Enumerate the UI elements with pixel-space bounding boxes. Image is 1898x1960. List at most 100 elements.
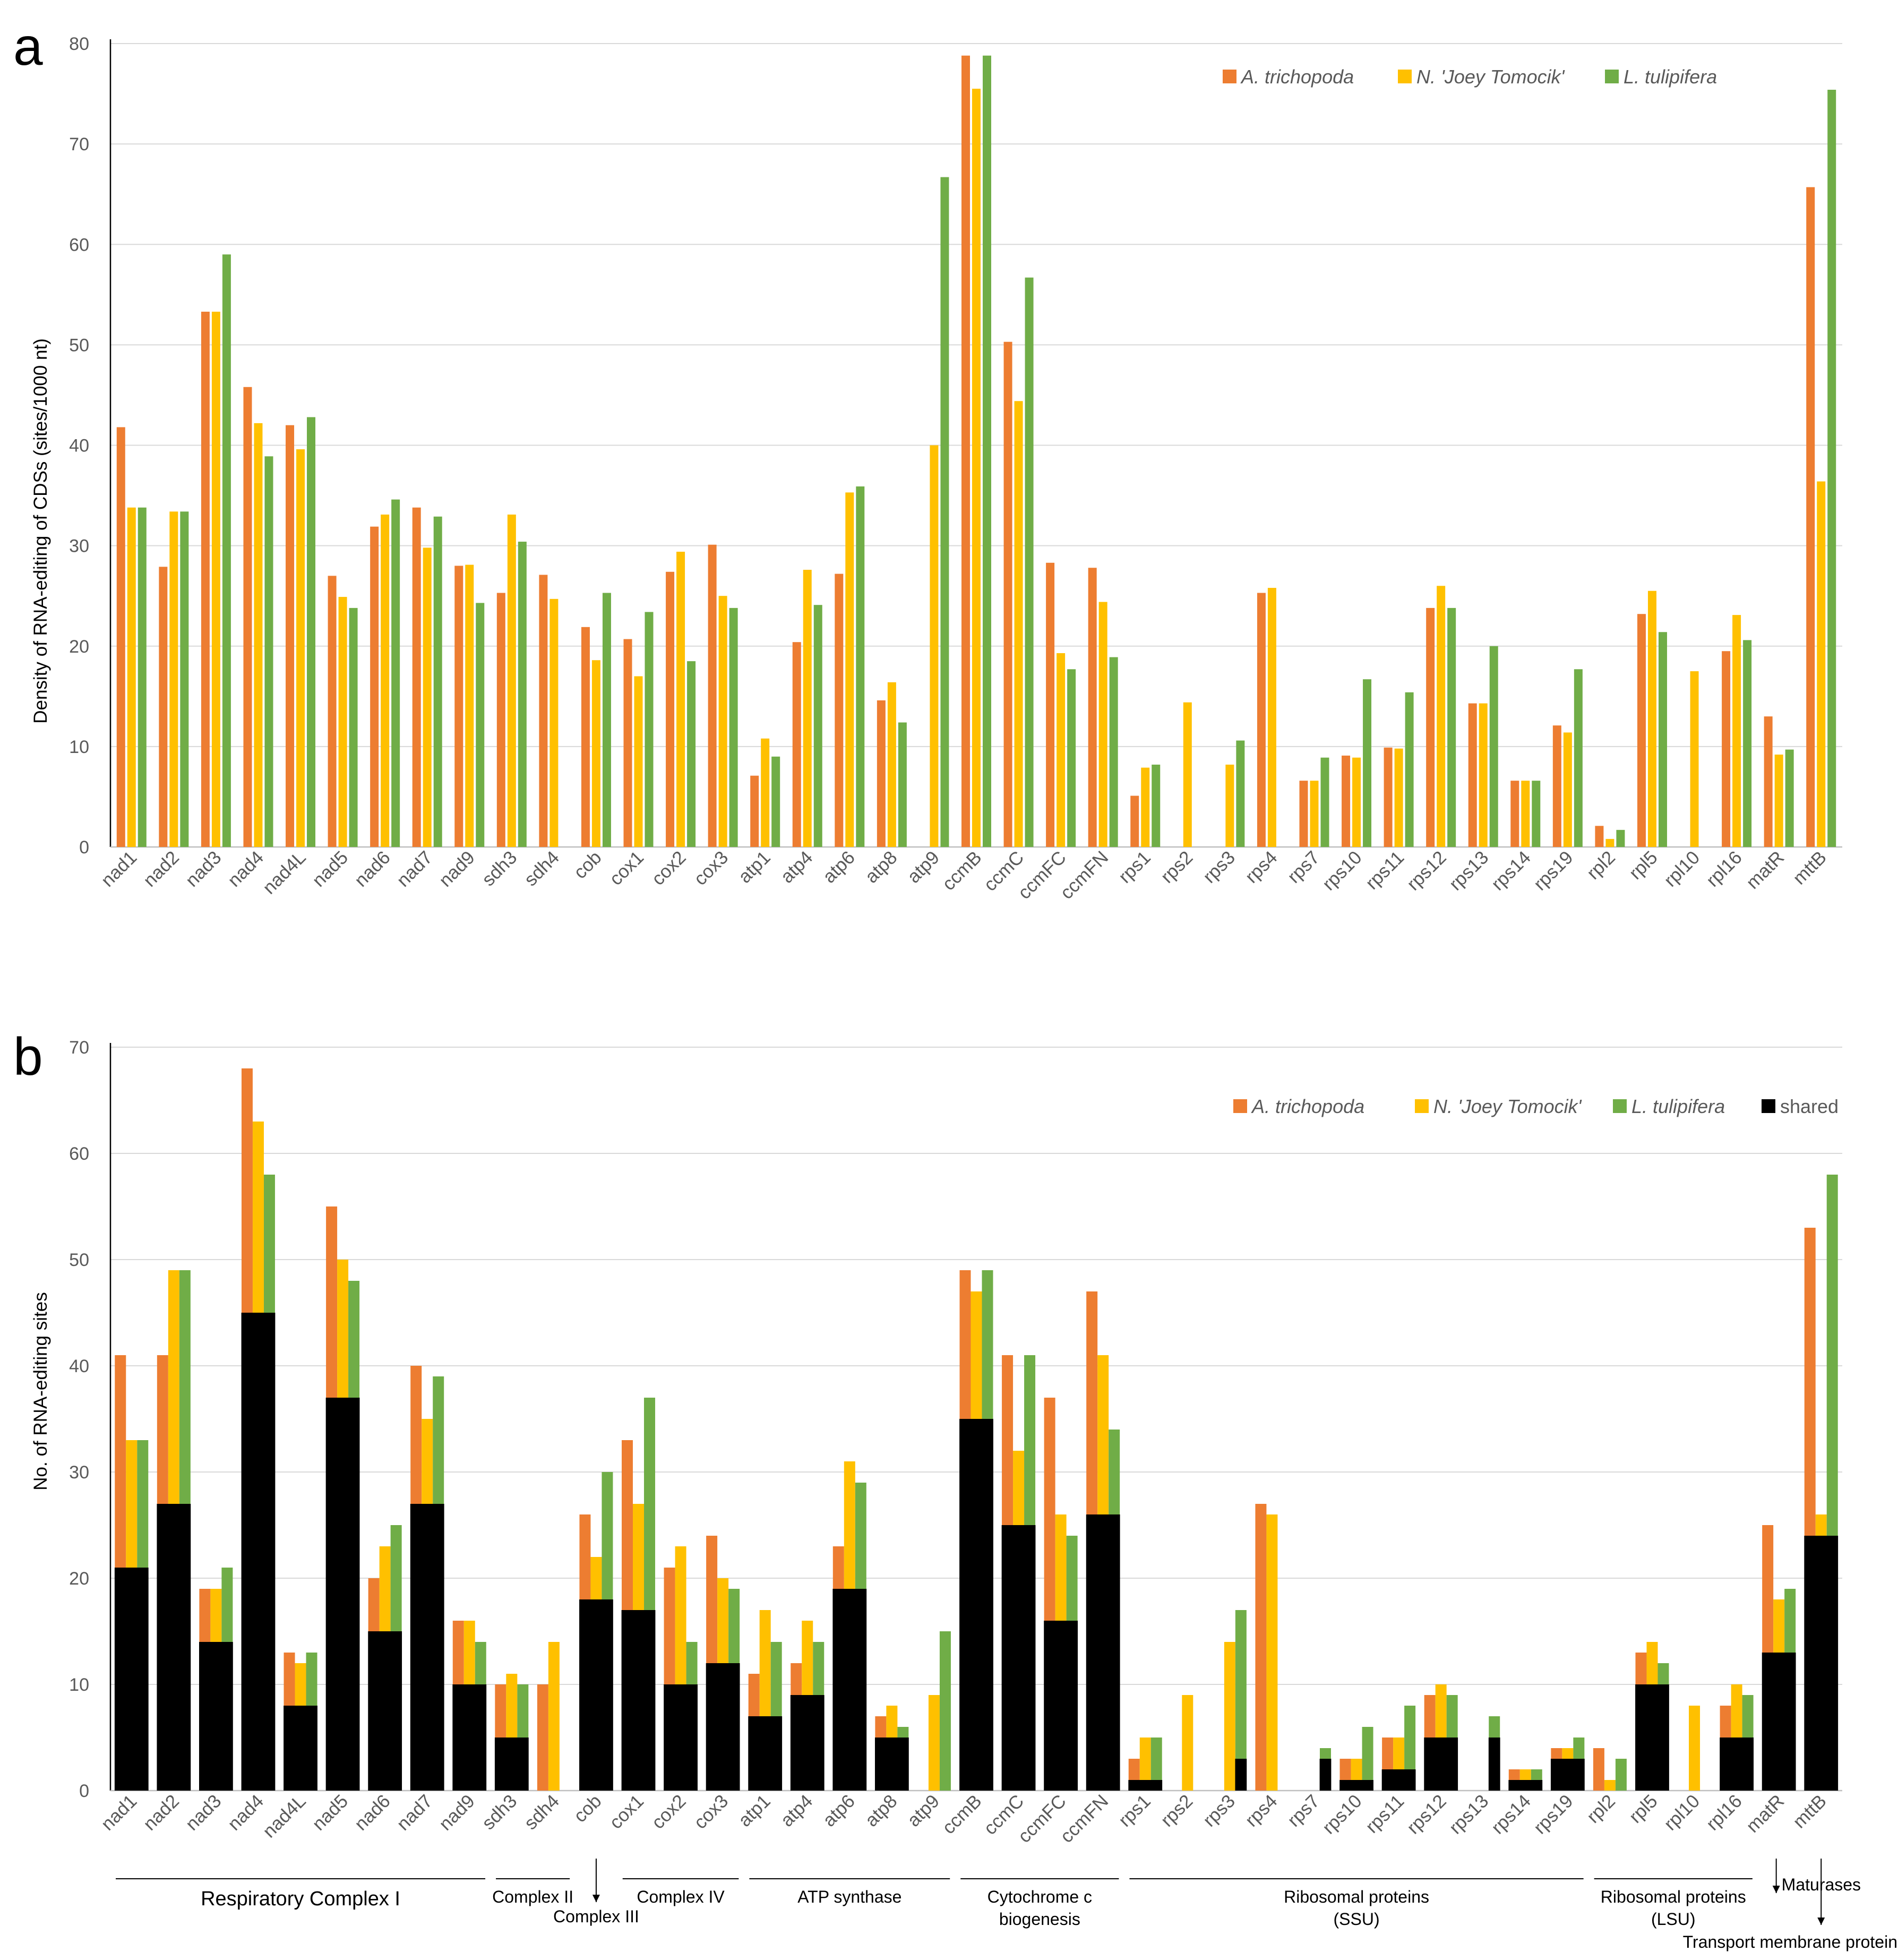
b-shared-atp4-n_joey	[801, 1695, 813, 1791]
b-shared-cox3-a_trichopoda	[706, 1663, 718, 1791]
b-bar-rps3-l_tulipifera	[1235, 1610, 1247, 1791]
a-ytick-label: 70	[69, 134, 89, 155]
a-bar-nad5-l_tulipifera	[349, 607, 358, 847]
b-shared-ccmC-a_trichopoda	[1001, 1525, 1014, 1791]
a-bar-rps3-l_tulipifera	[1236, 740, 1245, 847]
a-xtick-label-rps12: rps12	[1403, 847, 1450, 894]
a-bar-rps2-n_joey	[1183, 702, 1192, 847]
a-bar-atp6-n_joey	[845, 492, 854, 847]
a-bar-cox1-l_tulipifera	[645, 612, 654, 847]
a-xtick-label-atp1: atp1	[734, 847, 775, 887]
a-bar-nad6-a_trichopoda	[370, 526, 379, 847]
a-xtick-label-ccmFN: ccmFN	[1056, 847, 1112, 903]
b-shared-nad6-n_joey	[379, 1631, 391, 1791]
a-bar-rpl16-a_trichopoda	[1722, 651, 1731, 847]
a-bar-atp4-a_trichopoda	[792, 642, 801, 847]
a-bar-rps13-n_joey	[1479, 703, 1488, 847]
a-bar-nad4L-a_trichopoda	[286, 425, 295, 847]
a-bar-ccmFN-l_tulipifera	[1109, 657, 1118, 847]
b-shared-nad9-n_joey	[463, 1684, 476, 1791]
b-xtick-label-rps1: rps1	[1114, 1791, 1155, 1831]
a-bar-nad4L-l_tulipifera	[307, 417, 316, 847]
b-shared-nad3-n_joey	[210, 1642, 222, 1791]
a-xtick-label-rps7: rps7	[1283, 847, 1324, 887]
a-bar-rpl2-a_trichopoda	[1595, 826, 1604, 847]
legend-label-l-tulipifera: L. tulipifera	[1624, 66, 1717, 88]
a-bar-nad4L-n_joey	[296, 449, 305, 847]
b-shared-cox2-n_joey	[675, 1684, 686, 1791]
group-label2-7: (LSU)	[1651, 1910, 1696, 1929]
b-shared-rps1-a_trichopoda	[1128, 1780, 1140, 1791]
a-ytick-label: 20	[69, 637, 89, 657]
a-bar-ccmC-l_tulipifera	[1025, 277, 1034, 847]
b-shared-ccmB-a_trichopoda	[959, 1419, 971, 1791]
b-shared-cox1-l_tulipifera	[643, 1610, 656, 1791]
panel-a-letter: a	[13, 17, 43, 76]
b-xtick-label-nad4L: nad4L	[259, 1791, 310, 1842]
a-xtick-label-nad9: nad9	[435, 847, 479, 891]
a-bar-atp6-l_tulipifera	[856, 486, 865, 847]
legend-b-label-l-tulipifera: L. tulipifera	[1631, 1095, 1725, 1117]
a-bar-ccmFC-n_joey	[1057, 653, 1066, 847]
b-shared-rps3-l_tulipifera	[1235, 1759, 1247, 1791]
b-shared-nad9-a_trichopoda	[452, 1684, 465, 1791]
legend-swatch-l-tulipifera	[1605, 70, 1619, 83]
group-arrowhead-9	[1817, 1918, 1825, 1925]
b-shared-ccmFC-l_tulipifera	[1066, 1621, 1078, 1791]
a-xtick-label-sdh3: sdh3	[478, 847, 521, 890]
a-bar-nad9-a_trichopoda	[454, 566, 463, 847]
b-shared-matR-l_tulipifera	[1784, 1653, 1796, 1791]
a-bar-rps14-n_joey	[1521, 781, 1530, 847]
b-shared-nad5-l_tulipifera	[348, 1398, 360, 1791]
a-xtick-label-atp4: atp4	[777, 847, 817, 887]
b-shared-atp4-l_tulipifera	[812, 1695, 825, 1791]
a-xtick-label-matR: matR	[1742, 847, 1789, 893]
a-bar-ccmB-a_trichopoda	[961, 55, 970, 848]
a-bar-atp1-a_trichopoda	[750, 775, 759, 847]
group-label-2: Complex III	[553, 1907, 639, 1926]
a-xtick-label-rpl10: rpl10	[1660, 847, 1704, 891]
b-bar-rpl2-a_trichopoda	[1593, 1748, 1604, 1791]
group-label2-5: biogenesis	[999, 1910, 1080, 1929]
b-shared-rpl5-n_joey	[1646, 1684, 1658, 1791]
a-xtick-label-cox1: cox1	[605, 847, 648, 889]
b-ytick-label: 20	[69, 1569, 89, 1589]
b-ytick-label: 70	[69, 1038, 89, 1058]
b-shared-mttB-a_trichopoda	[1804, 1536, 1816, 1791]
b-shared-nad6-a_trichopoda	[368, 1631, 380, 1791]
b-xtick-label-atp8: atp8	[861, 1791, 901, 1831]
b-shared-cob-n_joey	[590, 1599, 602, 1791]
b-shared-rpl5-a_trichopoda	[1635, 1684, 1647, 1791]
b-shared-nad4-l_tulipifera	[263, 1313, 276, 1791]
a-xtick-label-rps3: rps3	[1199, 847, 1239, 887]
a-bar-rps12-l_tulipifera	[1447, 607, 1456, 847]
a-bar-rpl5-l_tulipifera	[1658, 632, 1667, 847]
a-xtick-label-sdh4: sdh4	[520, 847, 563, 890]
a-bar-rps4-a_trichopoda	[1257, 593, 1266, 847]
b-shared-rps10-n_joey	[1351, 1780, 1362, 1791]
a-bar-atp4-l_tulipifera	[813, 605, 822, 847]
b-shared-nad6-l_tulipifera	[390, 1631, 402, 1791]
b-shared-sdh3-a_trichopoda	[494, 1738, 506, 1791]
b-xtick-label-rpl5: rpl5	[1625, 1791, 1662, 1827]
b-bar-rps1-n_joey	[1139, 1738, 1151, 1791]
b-shared-ccmC-n_joey	[1012, 1525, 1025, 1791]
b-shared-atp8-l_tulipifera	[897, 1738, 909, 1791]
a-bar-rpl2-n_joey	[1605, 838, 1614, 847]
b-shared-rps14-l_tulipifera	[1531, 1780, 1543, 1791]
a-xtick-label-ccmB: ccmB	[938, 847, 985, 894]
b-ytick-label: 0	[79, 1781, 89, 1801]
a-bar-nad6-l_tulipifera	[391, 499, 400, 847]
legend-b-swatch-l-tulipifera	[1613, 1099, 1627, 1113]
a-bar-atp8-l_tulipifera	[898, 722, 907, 847]
legend-b-swatch-n-joey	[1415, 1099, 1429, 1113]
b-shared-rps7-l_tulipifera	[1319, 1759, 1332, 1791]
a-xtick-label-nad7: nad7	[393, 847, 437, 891]
a-bar-nad3-n_joey	[211, 311, 220, 847]
a-bar-nad2-a_trichopoda	[159, 567, 168, 847]
a-bar-ccmB-l_tulipifera	[983, 55, 991, 848]
a-bar-nad9-l_tulipifera	[476, 603, 485, 847]
a-bar-rpl16-n_joey	[1732, 615, 1741, 847]
b-shared-rps19-n_joey	[1561, 1759, 1574, 1791]
b-bar-rps2-n_joey	[1182, 1695, 1193, 1791]
